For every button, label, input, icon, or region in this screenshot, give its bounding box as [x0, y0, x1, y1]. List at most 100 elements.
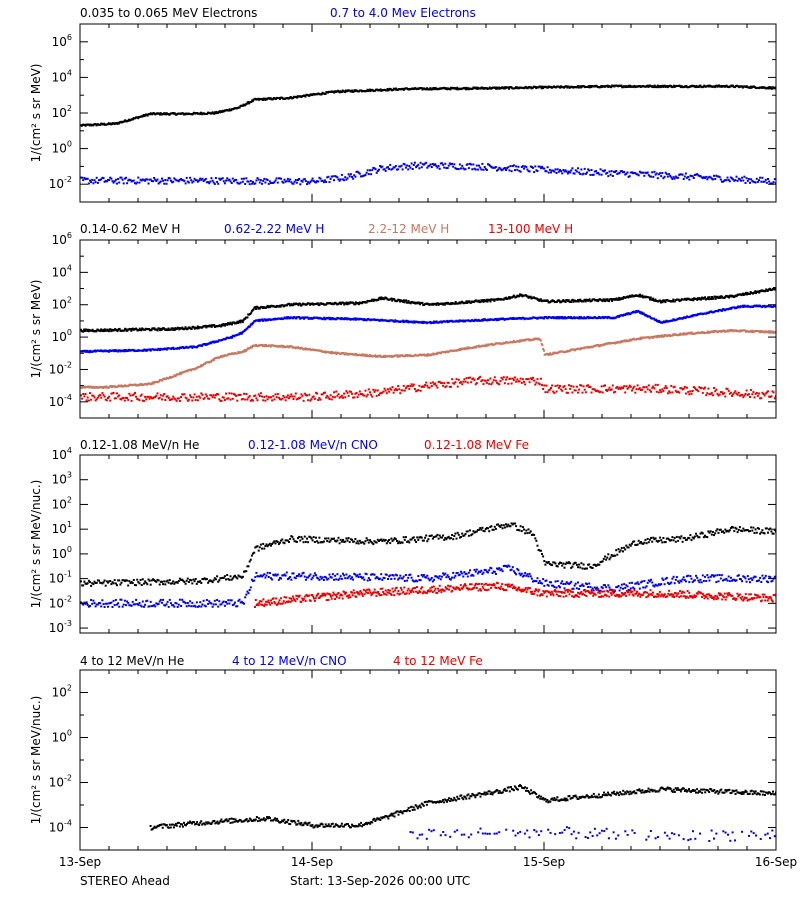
data-point: [482, 168, 485, 171]
data-point: [358, 172, 361, 175]
data-point: [584, 300, 587, 303]
data-point: [421, 163, 424, 166]
data-point: [239, 393, 242, 396]
data-point: [708, 296, 711, 299]
data-point: [322, 392, 325, 394]
data-point: [264, 99, 267, 101]
data-point: [424, 384, 427, 386]
data-point: [249, 179, 252, 182]
data-point: [648, 389, 651, 392]
data-point: [699, 84, 702, 87]
data-point: [266, 304, 269, 307]
data-point: [147, 182, 150, 185]
data-point: [243, 177, 245, 180]
data-point: [502, 167, 505, 170]
data-point: [650, 390, 653, 393]
data-point: [419, 303, 422, 306]
data-point: [541, 344, 544, 347]
data-point: [607, 175, 610, 178]
data-point: [507, 382, 510, 385]
data-point: [661, 172, 664, 174]
data-point: [745, 85, 748, 88]
data-point: [482, 300, 485, 303]
data-point: [699, 387, 702, 389]
data-point: [512, 341, 514, 343]
data-point: [729, 391, 732, 394]
data-point: [669, 391, 672, 394]
data-point: [495, 319, 498, 322]
data-point: [360, 175, 362, 178]
data-point: [108, 179, 111, 182]
data-point: [406, 385, 409, 388]
data-point: [751, 179, 754, 182]
data-point: [135, 182, 138, 185]
data-point: [329, 394, 332, 397]
data-point: [705, 175, 708, 178]
data-point: [490, 166, 493, 168]
data-point: [268, 306, 271, 309]
data-point: [693, 174, 696, 176]
data-point: [124, 328, 127, 331]
data-point: [446, 319, 449, 322]
data-point: [722, 308, 725, 310]
data-point: [263, 177, 266, 180]
data-point: [763, 331, 766, 334]
data-point: [407, 300, 410, 302]
data-point: [756, 180, 759, 183]
data-point: [157, 182, 160, 185]
data-point: [105, 180, 108, 183]
data-point: [491, 381, 494, 384]
data-point: [235, 178, 238, 181]
data-point: [150, 383, 153, 386]
data-point: [405, 299, 408, 302]
data-point: [250, 101, 253, 103]
data-point: [354, 317, 357, 320]
data-point: [267, 396, 270, 399]
data-point: [101, 176, 104, 179]
data-point: [93, 179, 96, 182]
data-point: [292, 317, 295, 320]
data-point: [126, 329, 129, 332]
data-point: [683, 175, 686, 178]
data-point: [326, 394, 329, 397]
data-point: [407, 168, 410, 171]
data-point: [268, 396, 271, 399]
data-point: [704, 386, 706, 389]
data-point: [727, 179, 730, 181]
data-point: [80, 386, 83, 389]
data-point: [605, 389, 608, 391]
y-tick-label: 104: [52, 68, 72, 84]
data-point: [168, 177, 171, 180]
data-point: [213, 358, 216, 361]
data-point: [435, 164, 438, 167]
data-point: [442, 163, 445, 166]
data-point: [625, 385, 628, 388]
data-point: [202, 364, 205, 367]
data-point: [224, 324, 226, 327]
data-point: [216, 180, 219, 183]
data-point: [611, 175, 614, 177]
data-point: [319, 177, 322, 180]
data-point: [624, 173, 627, 176]
data-point: [438, 380, 441, 383]
data-point: [630, 339, 633, 342]
data-point: [696, 298, 699, 301]
data-point: [226, 397, 229, 400]
data-point: [629, 171, 632, 174]
data-point: [325, 303, 328, 306]
data-point: [368, 88, 371, 91]
data-point: [550, 387, 552, 389]
data-point: [364, 389, 367, 392]
data-point: [437, 165, 440, 168]
data-point: [544, 391, 547, 394]
data-point: [556, 384, 559, 387]
data-point: [557, 316, 560, 318]
data-point: [237, 321, 240, 323]
data-point: [159, 327, 162, 330]
data-point: [261, 99, 264, 101]
data-point: [484, 379, 487, 382]
data-point: [274, 179, 277, 182]
data-point: [364, 354, 367, 357]
data-point: [492, 166, 495, 169]
plot-panels: 0.035 to 0.065 MeV Electrons 0.7 to 4.0 M…: [29, 6, 777, 851]
